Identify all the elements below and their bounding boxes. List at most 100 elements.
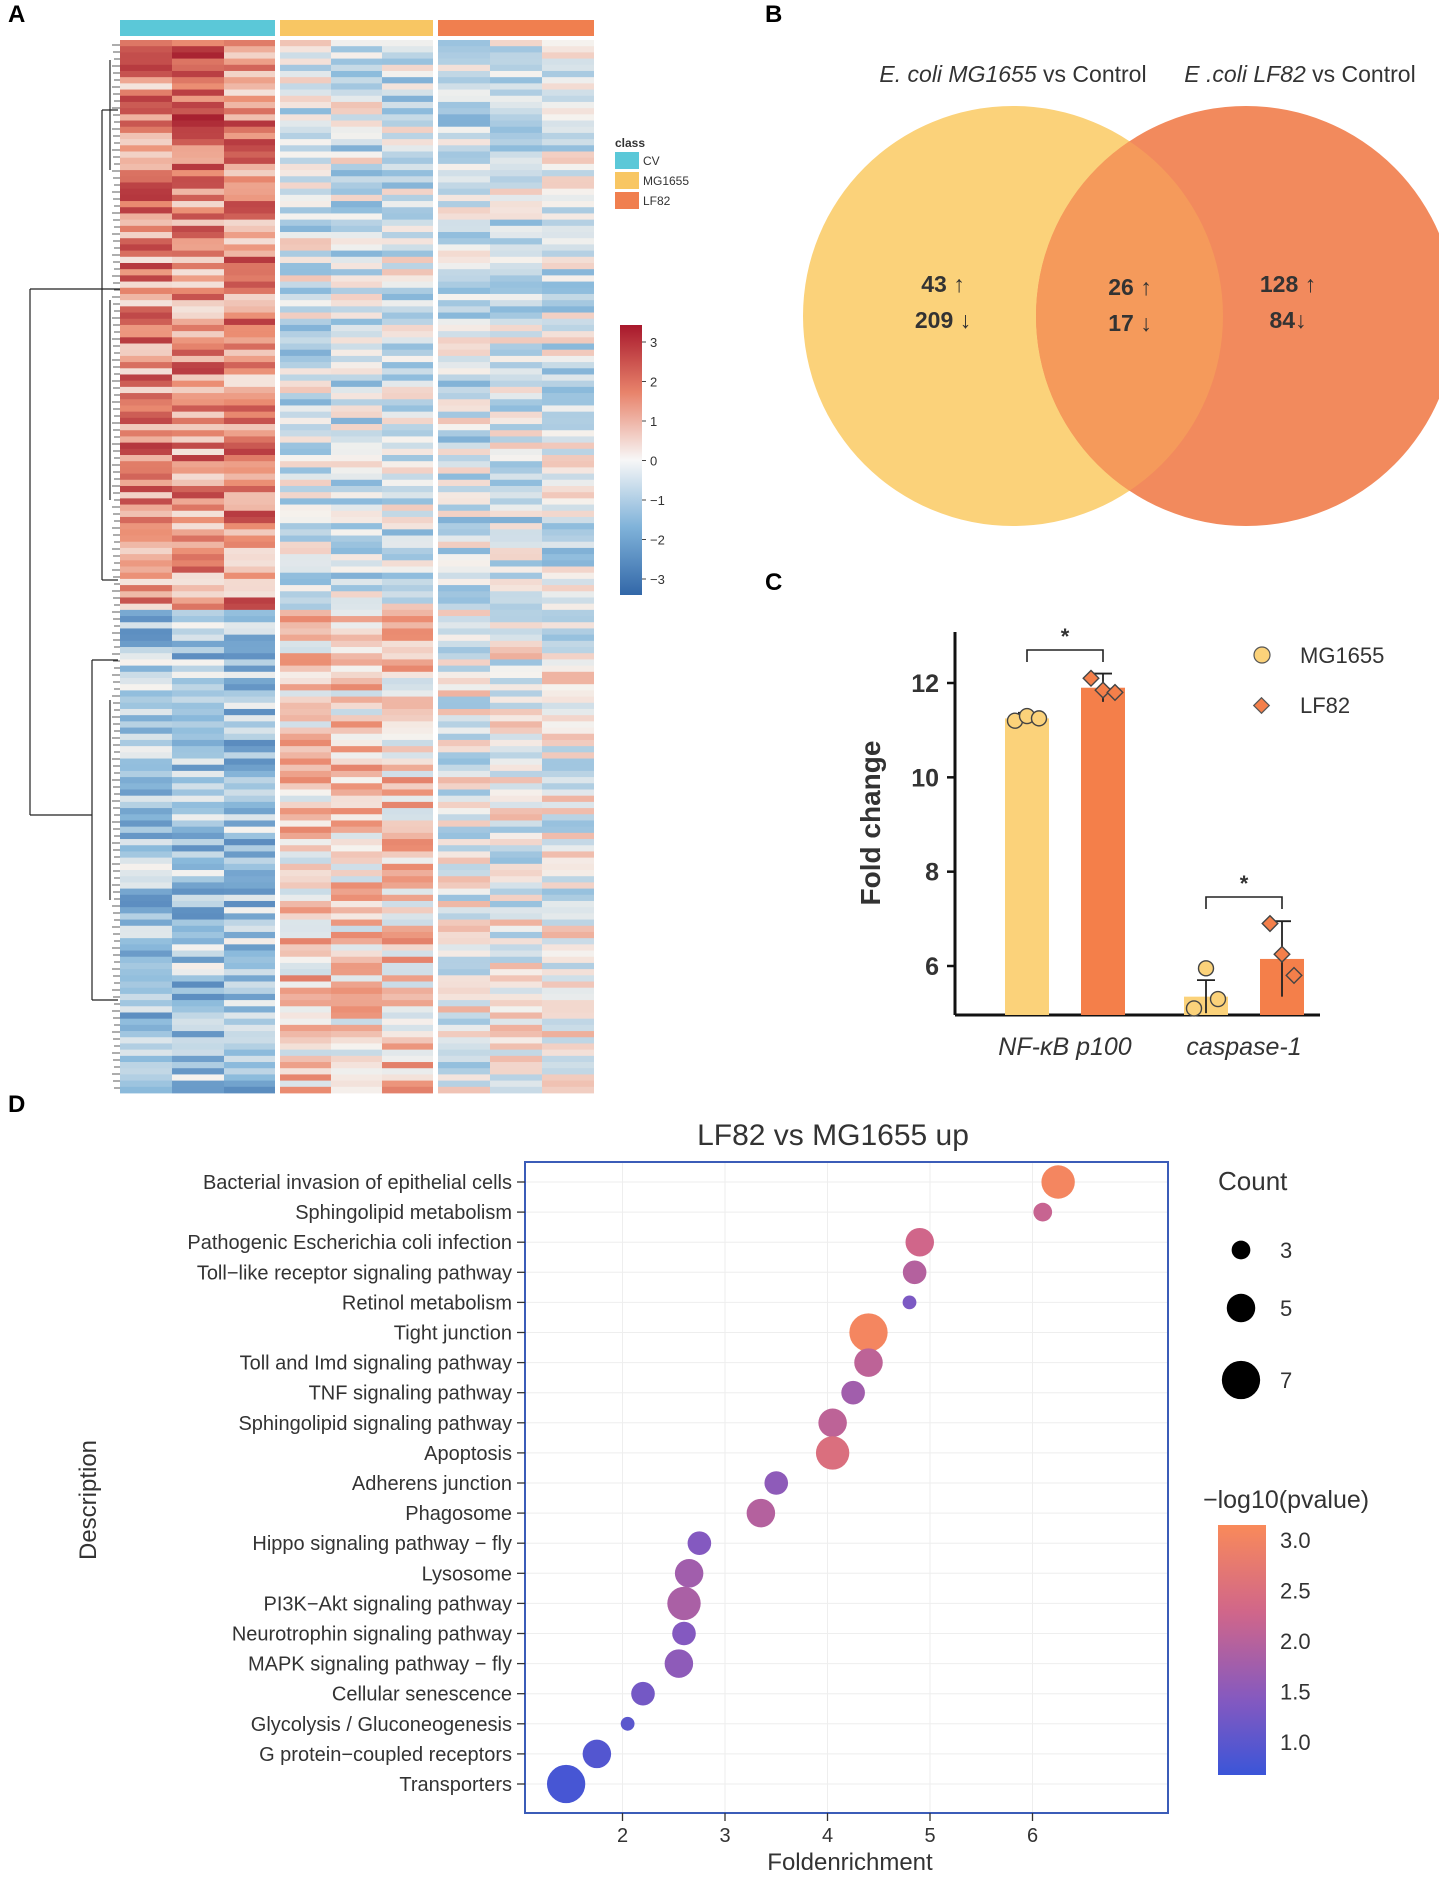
heatmap-cell (172, 622, 224, 629)
heatmap-cell (331, 485, 382, 493)
heatmap-cell (280, 808, 331, 815)
heatmap-cell (172, 727, 224, 735)
heatmap-cell (280, 708, 331, 716)
heatmap-cell (172, 70, 224, 78)
heatmap-cell (542, 938, 594, 945)
heatmap-cell (120, 58, 172, 66)
heatmap-cell (280, 151, 331, 159)
heatmap-cell (490, 870, 542, 877)
class-label-lf82: LF82 (643, 194, 671, 208)
data-point-lf82 (1273, 945, 1291, 963)
heatmap-cell (120, 1000, 172, 1007)
heatmap-cell (120, 362, 172, 369)
heatmap-cell (382, 770, 433, 778)
heatmap-cell (172, 188, 224, 196)
heatmap-cell (224, 913, 275, 920)
heatmap-cell (331, 504, 382, 512)
heatmap-cell (542, 523, 594, 530)
heatmap-cell (172, 585, 224, 592)
heatmap-cell (490, 213, 542, 221)
heatmap-cell (490, 132, 542, 140)
heatmap-cell (172, 256, 224, 264)
heatmap-cell (382, 442, 433, 450)
heatmap-cell (280, 293, 331, 301)
heatmap-cell (331, 783, 382, 790)
heatmap-cell (280, 851, 331, 859)
heatmap-cell (542, 1031, 594, 1038)
heatmap-cell (438, 919, 490, 927)
heatmap-cell (331, 368, 382, 375)
heatmap-cell (172, 281, 224, 289)
heatmap-cell (120, 752, 172, 759)
heatmap-cell (438, 814, 490, 821)
heatmap-cell (331, 832, 382, 840)
heatmap-cell (224, 108, 275, 115)
heatmap-cell (120, 863, 172, 871)
heatmap-cell (120, 1049, 172, 1057)
heatmap-cell (438, 647, 490, 654)
heatmap-cell (120, 529, 172, 536)
heatmap-cell (438, 77, 490, 84)
heatmap-cell (120, 764, 172, 772)
heatmap-cell (224, 981, 275, 989)
heatmap-cell (120, 696, 172, 704)
heatmap-cell (490, 287, 542, 295)
heatmap-cell (382, 473, 433, 481)
heatmap-cell (172, 250, 224, 258)
heatmap-cell (490, 733, 542, 741)
heatmap-cell (382, 455, 433, 462)
heatmap-cell (280, 70, 331, 78)
heatmap-cell (120, 207, 172, 214)
heatmap-cell (438, 535, 490, 543)
heatmap-cell (490, 70, 542, 78)
heatmap-cell (280, 950, 331, 958)
heatmap-cell (120, 684, 172, 691)
heatmap-cell (542, 176, 594, 183)
heatmap-cell (120, 269, 172, 276)
heatmap-cell (120, 293, 172, 301)
heatmap-cell (280, 238, 331, 245)
heatmap-cell (280, 801, 331, 809)
heatmap-cell (490, 1080, 542, 1088)
heatmap-cell (120, 647, 172, 654)
heatmap-cell (280, 1006, 331, 1013)
heatmap-cell (331, 300, 382, 307)
heatmap-cell (280, 640, 331, 648)
heatmap-cell (120, 931, 172, 939)
heatmap-cell (120, 1080, 172, 1088)
heatmap-cell (438, 969, 490, 976)
heatmap-cell (172, 306, 224, 313)
heatmap-cell (224, 585, 275, 592)
heatmap-cell (120, 492, 172, 499)
heatmap-cell (280, 721, 331, 728)
heatmap-cell (490, 715, 542, 722)
heatmap-cell (172, 293, 224, 301)
heatmap-cell (120, 981, 172, 989)
heatmap-cell (382, 560, 433, 567)
heatmap-cell (438, 931, 490, 939)
heatmap-cell (224, 312, 275, 320)
heatmap-cell (280, 139, 331, 146)
heatmap-cell (331, 739, 382, 747)
heatmap-cell (224, 318, 275, 326)
heatmap-cell (331, 40, 382, 47)
heatmap-cell (382, 907, 433, 914)
heatmap-cell (280, 752, 331, 759)
heatmap-cell (120, 547, 172, 555)
heatmap-cell (224, 386, 275, 394)
heatmap-cell (280, 981, 331, 989)
heatmap-cell (331, 1037, 382, 1044)
heatmap-cell (280, 157, 331, 165)
heatmap-cell (542, 479, 594, 487)
heatmap-cell (542, 238, 594, 245)
heatmap-cell (490, 442, 542, 450)
heatmap-cell (280, 938, 331, 945)
heatmap-cell (490, 956, 542, 964)
heatmap-cell (542, 108, 594, 115)
heatmap-cell (224, 1024, 275, 1032)
heatmap-cell (120, 702, 172, 710)
heatmap-cell (224, 634, 275, 642)
heatmap-cell (542, 461, 594, 468)
heatmap-cell (224, 473, 275, 481)
